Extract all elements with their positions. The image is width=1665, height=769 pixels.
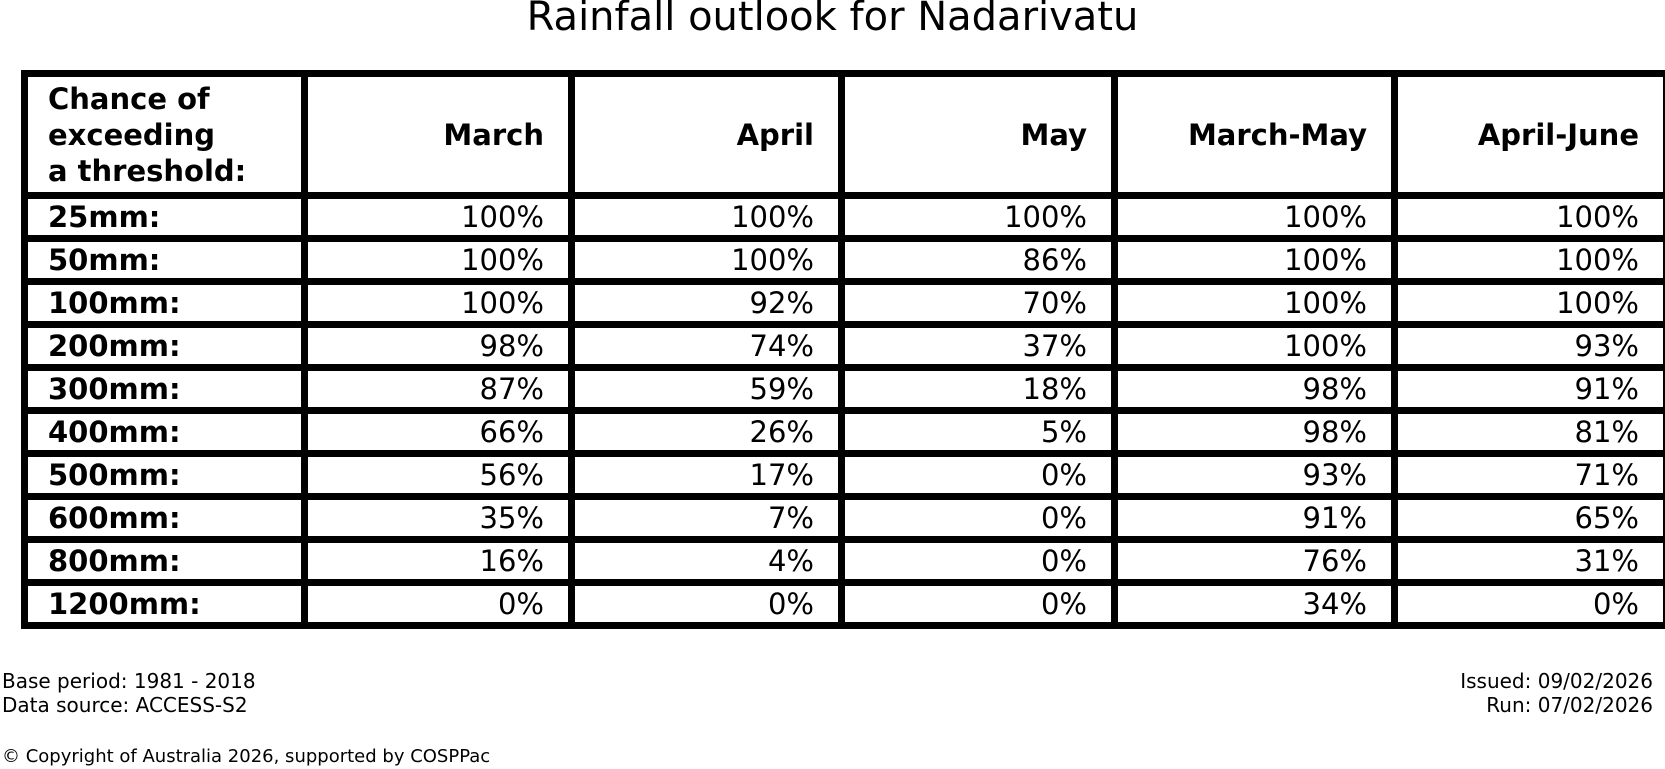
probability-value: 0%: [1391, 579, 1665, 629]
probability-value: 98%: [1111, 407, 1398, 457]
probability-value: 91%: [1111, 493, 1398, 543]
threshold-label: 1200mm:: [21, 579, 308, 629]
probability-value: 35%: [301, 493, 575, 543]
probability-value: 98%: [1111, 364, 1398, 414]
threshold-label: 400mm:: [21, 407, 308, 457]
probability-value: 18%: [838, 364, 1118, 414]
page-title: Rainfall outlook for Nadarivatu: [526, 0, 1139, 40]
probability-value: 100%: [568, 235, 845, 285]
probability-value: 92%: [568, 278, 845, 328]
probability-value: 100%: [1111, 192, 1398, 242]
probability-value: 70%: [838, 278, 1118, 328]
probability-value: 100%: [1391, 278, 1665, 328]
probability-value: 100%: [301, 278, 575, 328]
probability-value: 87%: [301, 364, 575, 414]
copyright-text: © Copyright of Australia 2026, supported…: [2, 746, 491, 767]
issued-date-text: Issued: 09/02/2026: [1460, 669, 1653, 693]
probability-value: 81%: [1391, 407, 1665, 457]
base-period-text: Base period: 1981 - 2018: [2, 669, 256, 693]
probability-value: 71%: [1391, 450, 1665, 500]
run-date-text: Run: 07/02/2026: [1486, 693, 1653, 717]
probability-value: 100%: [1111, 235, 1398, 285]
probability-value: 4%: [568, 536, 845, 586]
probability-value: 100%: [1111, 321, 1398, 371]
probability-value: 100%: [838, 192, 1118, 242]
probability-value: 100%: [301, 235, 575, 285]
threshold-header-line-2: exceeding: [48, 117, 216, 152]
probability-value: 0%: [838, 579, 1118, 629]
table-header-row: Chance of exceeding a threshold: March Apr…: [21, 70, 1665, 199]
probability-value: 66%: [301, 407, 575, 457]
probability-value: 100%: [1111, 278, 1398, 328]
threshold-label: 500mm:: [21, 450, 308, 500]
probability-value: 74%: [568, 321, 845, 371]
table-row: 200mm: 98% 74% 37% 100% 93%: [21, 321, 1665, 371]
table-row: 300mm: 87% 59% 18% 98% 91%: [21, 364, 1665, 414]
column-header-may: May: [838, 70, 1118, 199]
table-row: 100mm: 100% 92% 70% 100% 100%: [21, 278, 1665, 328]
probability-value: 98%: [301, 321, 575, 371]
probability-value: 59%: [568, 364, 845, 414]
table-row: 500mm: 56% 17% 0% 93% 71%: [21, 450, 1665, 500]
probability-value: 17%: [568, 450, 845, 500]
data-source-text: Data source: ACCESS-S2: [2, 693, 248, 717]
probability-value: 56%: [301, 450, 575, 500]
column-header-april: April: [568, 70, 845, 199]
probability-value: 76%: [1111, 536, 1398, 586]
threshold-header-line-1: Chance of: [48, 81, 210, 116]
threshold-label: 600mm:: [21, 493, 308, 543]
probability-value: 93%: [1111, 450, 1398, 500]
column-header-april-june: April-June: [1391, 70, 1665, 199]
probability-value: 93%: [1391, 321, 1665, 371]
probability-value: 31%: [1391, 536, 1665, 586]
probability-value: 100%: [1391, 192, 1665, 242]
probability-value: 34%: [1111, 579, 1398, 629]
probability-value: 0%: [838, 450, 1118, 500]
column-header-threshold: Chance of exceeding a threshold:: [21, 70, 308, 199]
probability-value: 0%: [301, 579, 575, 629]
table-row: 25mm: 100% 100% 100% 100% 100%: [21, 192, 1665, 242]
probability-value: 26%: [568, 407, 845, 457]
probability-value: 65%: [1391, 493, 1665, 543]
probability-value: 7%: [568, 493, 845, 543]
threshold-label: 25mm:: [21, 192, 308, 242]
probability-value: 0%: [568, 579, 845, 629]
threshold-label: 300mm:: [21, 364, 308, 414]
threshold-label: 200mm:: [21, 321, 308, 371]
table-row: 800mm: 16% 4% 0% 76% 31%: [21, 536, 1665, 586]
table-row: 400mm: 66% 26% 5% 98% 81%: [21, 407, 1665, 457]
probability-value: 16%: [301, 536, 575, 586]
probability-value: 100%: [301, 192, 575, 242]
probability-value: 37%: [838, 321, 1118, 371]
footer-right-block: Issued: 09/02/2026 Run: 07/02/2026: [1460, 669, 1653, 717]
table-row: 600mm: 35% 7% 0% 91% 65%: [21, 493, 1665, 543]
footer-left-block: Base period: 1981 - 2018 Data source: AC…: [2, 669, 256, 717]
probability-value: 100%: [568, 192, 845, 242]
table-row: 1200mm: 0% 0% 0% 34% 0%: [21, 579, 1665, 629]
probability-value: 0%: [838, 493, 1118, 543]
probability-value: 91%: [1391, 364, 1665, 414]
probability-value: 0%: [838, 536, 1118, 586]
probability-value: 5%: [838, 407, 1118, 457]
threshold-label: 800mm:: [21, 536, 308, 586]
probability-value: 100%: [1391, 235, 1665, 285]
column-header-march-may: March-May: [1111, 70, 1398, 199]
table-row: 50mm: 100% 100% 86% 100% 100%: [21, 235, 1665, 285]
column-header-march: March: [301, 70, 575, 199]
rainfall-outlook-table: Chance of exceeding a threshold: March Apr…: [21, 70, 1665, 629]
threshold-label: 50mm:: [21, 235, 308, 285]
threshold-label: 100mm:: [21, 278, 308, 328]
threshold-header-line-3: a threshold:: [48, 153, 247, 188]
probability-value: 86%: [838, 235, 1118, 285]
